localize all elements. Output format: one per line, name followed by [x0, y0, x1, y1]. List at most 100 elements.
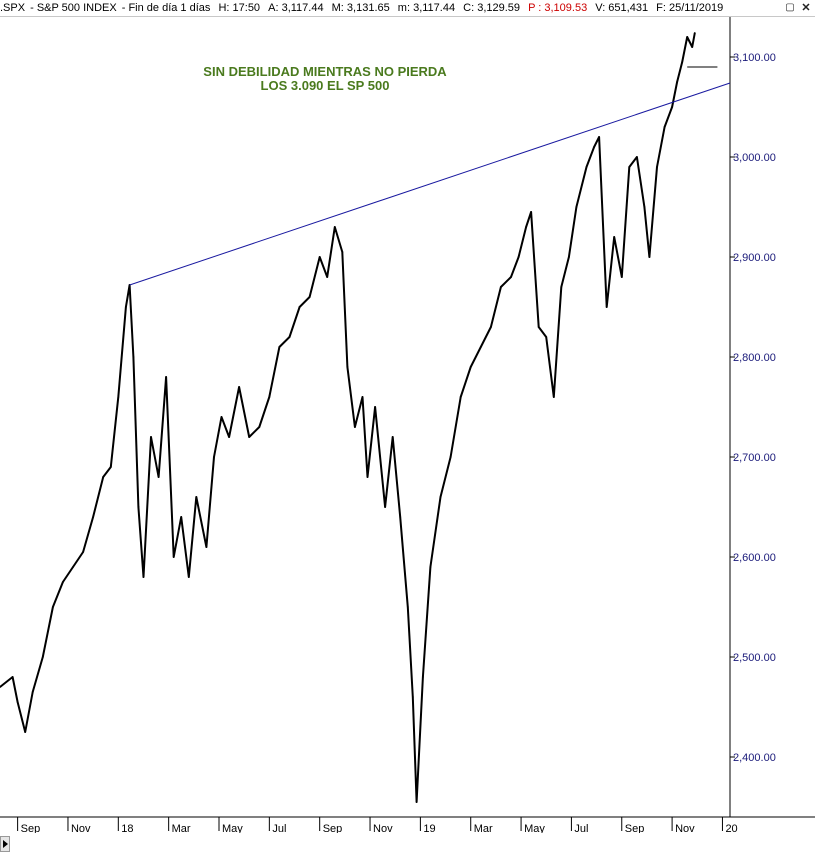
price-point	[150, 436, 152, 438]
price-point	[598, 136, 601, 138]
x-tick-label: Sep	[323, 823, 343, 833]
price-point	[82, 551, 84, 553]
price-point	[525, 226, 528, 228]
symbol-code: .SPX	[0, 2, 26, 14]
price-point	[366, 476, 369, 478]
bottom-bar	[0, 833, 815, 853]
price-point	[109, 466, 112, 468]
price-point	[421, 676, 424, 678]
resistance-trendline	[129, 82, 731, 286]
restore-window-button[interactable]: ▢	[783, 1, 797, 15]
price-point	[439, 496, 442, 498]
price-point	[346, 366, 349, 368]
x-tick-label: 18	[121, 823, 133, 833]
price-point	[469, 366, 472, 368]
price-point	[459, 396, 462, 398]
price-point	[656, 166, 658, 168]
price-point	[278, 346, 281, 348]
price-point	[663, 126, 666, 128]
x-tick-label: Nov	[675, 823, 695, 833]
x-tick-label: Nov	[71, 823, 91, 833]
price-point	[124, 306, 127, 308]
y-tick-label: 3,100.00	[733, 52, 776, 64]
close-readout: C: 3,129.59	[463, 2, 521, 14]
open-readout: A: 3,117.44	[268, 2, 324, 14]
price-chart[interactable]: SIN DEBILIDAD MIENTRAS NO PIERDA LOS 3.0…	[0, 17, 815, 833]
price-point	[16, 701, 19, 703]
price-point	[102, 476, 105, 478]
price-point	[187, 576, 190, 578]
y-tick-label: 2,800.00	[733, 352, 776, 364]
price-point	[500, 286, 502, 288]
price-point	[165, 376, 168, 378]
y-tick-label: 2,700.00	[733, 452, 776, 464]
period-label: Fin de día 1 días	[128, 2, 211, 14]
price-point	[298, 306, 301, 308]
price-point	[560, 286, 563, 288]
annotation-line-2: LOS 3.090 EL SP 500	[261, 78, 390, 93]
price-point	[676, 81, 679, 83]
price-point	[62, 581, 64, 583]
x-tick-label: Mar	[474, 823, 493, 833]
volume-readout: V: 651,431	[595, 2, 649, 14]
price-point	[51, 606, 54, 608]
y-tick-label: 2,500.00	[733, 652, 776, 664]
price-point	[132, 356, 135, 358]
price-point	[354, 426, 356, 428]
price-point	[11, 676, 14, 678]
price-point	[142, 576, 145, 578]
price-point	[537, 326, 540, 328]
window-controls: ▢ ✕	[783, 0, 813, 16]
price-point	[117, 396, 120, 398]
x-tick-label: Sep	[21, 823, 41, 833]
price-point	[195, 496, 198, 498]
chart-title-bar: .SPX - S&P 500 INDEX - Fin de día 1 días H…	[0, 0, 815, 17]
price-point	[593, 146, 595, 148]
price-point	[268, 396, 271, 398]
price-point	[24, 731, 27, 733]
close-window-button[interactable]: ✕	[799, 1, 813, 15]
price-point	[671, 106, 674, 108]
price-point	[341, 251, 344, 253]
price-point	[41, 656, 44, 658]
price-point	[384, 506, 387, 508]
price-point	[635, 156, 638, 158]
price-point	[137, 506, 140, 508]
price-point	[228, 436, 230, 438]
price-point	[333, 226, 336, 228]
close-icon: ✕	[801, 2, 811, 14]
price-point	[479, 346, 482, 348]
price-point	[613, 236, 616, 238]
previous-readout: P : 3,109.53	[528, 2, 588, 14]
price-point	[510, 276, 512, 278]
price-point	[605, 306, 608, 308]
x-tick-label: Jul	[574, 823, 588, 833]
price-point	[585, 166, 588, 168]
x-tick-label: May	[222, 823, 243, 833]
symbol-name: S&P 500 INDEX	[36, 2, 117, 14]
price-point	[220, 416, 223, 418]
price-point	[248, 436, 251, 438]
price-point	[681, 61, 684, 63]
price-point	[157, 476, 160, 478]
price-point	[449, 456, 452, 458]
scroll-left-button[interactable]	[0, 836, 10, 852]
x-tick-label: Nov	[373, 823, 393, 833]
price-point	[648, 256, 651, 258]
price-point	[180, 516, 183, 518]
price-series-line	[0, 32, 696, 803]
price-point	[628, 166, 631, 168]
y-tick-label: 2,900.00	[733, 252, 776, 264]
price-point	[686, 36, 689, 38]
price-point	[552, 396, 555, 398]
x-tick-label: Sep	[625, 823, 645, 833]
price-point	[92, 516, 95, 518]
price-point	[489, 326, 492, 328]
price-point	[72, 566, 74, 568]
price-point	[258, 426, 261, 428]
price-point	[361, 396, 364, 398]
price-point	[429, 566, 432, 568]
price-point	[238, 386, 241, 388]
y-tick-label: 2,400.00	[733, 752, 776, 764]
low-readout: m: 3,117.44	[397, 2, 456, 14]
